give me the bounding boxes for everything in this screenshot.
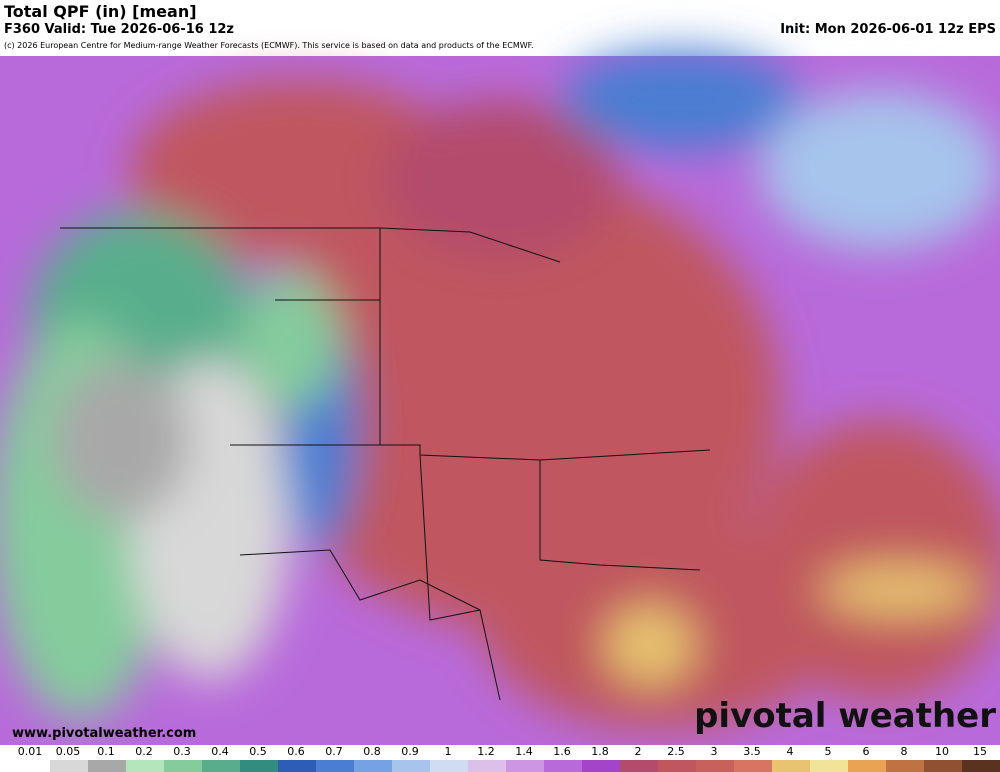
colorbar-label: 6	[863, 745, 870, 758]
colorbar-swatch	[12, 760, 51, 772]
colorbar-swatch	[354, 760, 393, 772]
colorbar-swatch	[658, 760, 697, 772]
colorbar-swatch	[202, 760, 241, 772]
colorbar-label: 1	[445, 745, 452, 758]
init-time: Init: Mon 2026-06-01 12z EPS	[780, 22, 996, 37]
colorbar-swatch	[88, 760, 127, 772]
colorbar-swatch	[468, 760, 507, 772]
colorbar-label: 1.2	[477, 745, 495, 758]
colorbar-label: 0.6	[287, 745, 305, 758]
colorbar-label: 0.9	[401, 745, 419, 758]
colorbar-swatch	[430, 760, 469, 772]
colorbar-label: 1.8	[591, 745, 609, 758]
colorbar-label: 0.01	[18, 745, 43, 758]
colorbar-label: 5	[825, 745, 832, 758]
colorbar-label: 3	[711, 745, 718, 758]
colorbar-swatch	[164, 760, 203, 772]
colorbar-label: 0.5	[249, 745, 267, 758]
colorbar-label: 4	[787, 745, 794, 758]
colorbar-swatch	[886, 760, 925, 772]
logo: pivotal weather	[694, 696, 996, 736]
colorbar-label: 0.05	[56, 745, 81, 758]
title: Total QPF (in) [mean]	[4, 2, 197, 21]
precip-field	[0, 50, 1000, 730]
colorbar-label: 0.7	[325, 745, 343, 758]
colorbar-swatch	[734, 760, 773, 772]
colorbar-swatch	[848, 760, 887, 772]
colorbar-swatch	[620, 760, 659, 772]
colorbar-label: 15	[973, 745, 987, 758]
colorbar-swatch	[962, 760, 1000, 772]
colorbar-label: 1.6	[553, 745, 571, 758]
colorbar: 0.01 0.05 0.1 0.2 0.3 0.4 0.5 0.6 0.7 0.8 0.9 1 1.2 1…	[0, 745, 1000, 772]
colorbar-swatch	[50, 760, 89, 772]
colorbar-label: 0.4	[211, 745, 229, 758]
colorbar-swatch	[278, 760, 317, 772]
colorbar-label: 8	[901, 745, 908, 758]
colorbar-swatch	[392, 760, 431, 772]
valid-time: F360 Valid: Tue 2026-06-16 12z	[4, 22, 234, 37]
credit: (c) 2026 European Centre for Medium-rang…	[4, 41, 534, 50]
colorbar-label: 0.3	[173, 745, 191, 758]
colorbar-swatch	[544, 760, 583, 772]
colorbar-label: 0.1	[97, 745, 115, 758]
colorbar-label: 10	[935, 745, 949, 758]
colorbar-label: 0.2	[135, 745, 153, 758]
borders	[60, 227, 711, 701]
colorbar-label: 3.5	[743, 745, 761, 758]
colorbar-label: 2.5	[667, 745, 685, 758]
colorbar-label: 2	[635, 745, 642, 758]
colorbar-swatch	[924, 760, 963, 772]
colorbar-swatch	[810, 760, 849, 772]
colorbar-label: 1.4	[515, 745, 533, 758]
colorbar-swatch	[506, 760, 545, 772]
colorbar-swatch	[582, 760, 621, 772]
colorbar-swatch	[316, 760, 355, 772]
url: www.pivotalweather.com	[12, 726, 197, 741]
colorbar-swatch	[772, 760, 811, 772]
colorbar-swatch	[696, 760, 735, 772]
colorbar-swatch	[240, 760, 279, 772]
colorbar-label: 0.8	[363, 745, 381, 758]
colorbar-swatch	[126, 760, 165, 772]
